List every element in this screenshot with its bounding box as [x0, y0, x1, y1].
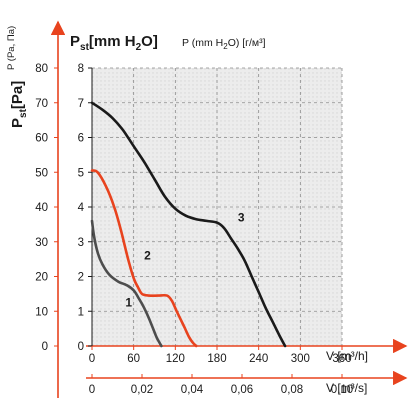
x-axis-m3s-tick-label: 0,02 [131, 384, 153, 396]
inner-axis-tick-label: 5 [78, 167, 84, 179]
inner-axis-tick-label: 4 [78, 202, 85, 214]
x-axis-m3h-tick-label: 360 [332, 353, 351, 365]
x-axis-m3h-label: V [m³/h] [326, 349, 368, 363]
left-axis-tick-label: 10 [35, 306, 48, 318]
left-axis-note: P (Pa, Па) [6, 26, 17, 70]
x-axis-m3h-tick-label: 60 [127, 353, 140, 365]
left-axis-tick-label: 50 [35, 167, 48, 179]
inner-axis-tick-label: 8 [78, 63, 84, 75]
inner-axis-tick-label: 6 [78, 133, 84, 145]
left-axis-tick-label: 60 [35, 133, 48, 145]
x-axis-m3s-label: V [m³/s] [326, 381, 367, 395]
x-axis-m3h-tick-label: 180 [207, 353, 226, 365]
x-axis-m3s-tick-label: 0,04 [181, 384, 204, 396]
x-axis-m3s-tick-label: 0,06 [231, 384, 253, 396]
left-axis-label: Pst[Pa] [9, 81, 29, 128]
left-axis-tick-label: 0 [42, 341, 48, 353]
curve-label-1: 1 [125, 296, 132, 310]
x-axis-m3s-ticks: 0 0,02 0,04 0,06 0,08 0,10 [89, 374, 353, 396]
left-axis-tick-label: 20 [35, 272, 48, 284]
inner-axis-tick-label: 2 [78, 272, 84, 284]
curve-label-2: 2 [144, 249, 151, 263]
inner-axis-ticks: 0 1 2 3 4 5 6 7 8 [78, 63, 92, 353]
x-axis-m3h-ticks: 0 60 120 180 240 300 360 [89, 346, 352, 365]
left-axis-ticks: 0 10 20 30 40 50 60 70 80 [35, 63, 58, 353]
left-axis-tick-label: 70 [35, 98, 48, 110]
x-axis-m3h-tick-label: 0 [89, 353, 95, 365]
inner-axis-label: Pst[mm H2O] [70, 33, 158, 53]
curve-label-3: 3 [238, 210, 245, 224]
performance-curves [90, 101, 287, 348]
x-axis-m3s-tick-label: 0,08 [281, 384, 303, 396]
inner-axis-tick-label: 1 [78, 306, 84, 318]
x-axis-m3h-tick-label: 120 [166, 353, 185, 365]
inner-axis-tick-label: 3 [78, 237, 84, 249]
inner-axis-tick-label: 0 [78, 341, 84, 353]
x-axis-m3h-tick-label: 300 [291, 353, 310, 365]
x-axis-m3s-tick-label: 0,10 [331, 384, 353, 396]
inner-axis-note: P (mm H2O) [г/м³] [182, 37, 266, 51]
inner-axis-tick-label: 7 [78, 98, 84, 110]
left-axis-tick-label: 40 [35, 202, 48, 214]
x-axis-m3h-tick-label: 240 [249, 353, 268, 365]
left-axis-tick-label: 30 [35, 237, 48, 249]
x-axis-m3s-tick-label: 0 [89, 384, 95, 396]
curve-1 [90, 219, 163, 348]
curve-2 [90, 169, 198, 348]
curve-labels: 1 2 3 [125, 210, 244, 309]
curve-3 [90, 101, 287, 348]
left-axis-tick-label: 80 [35, 63, 48, 75]
